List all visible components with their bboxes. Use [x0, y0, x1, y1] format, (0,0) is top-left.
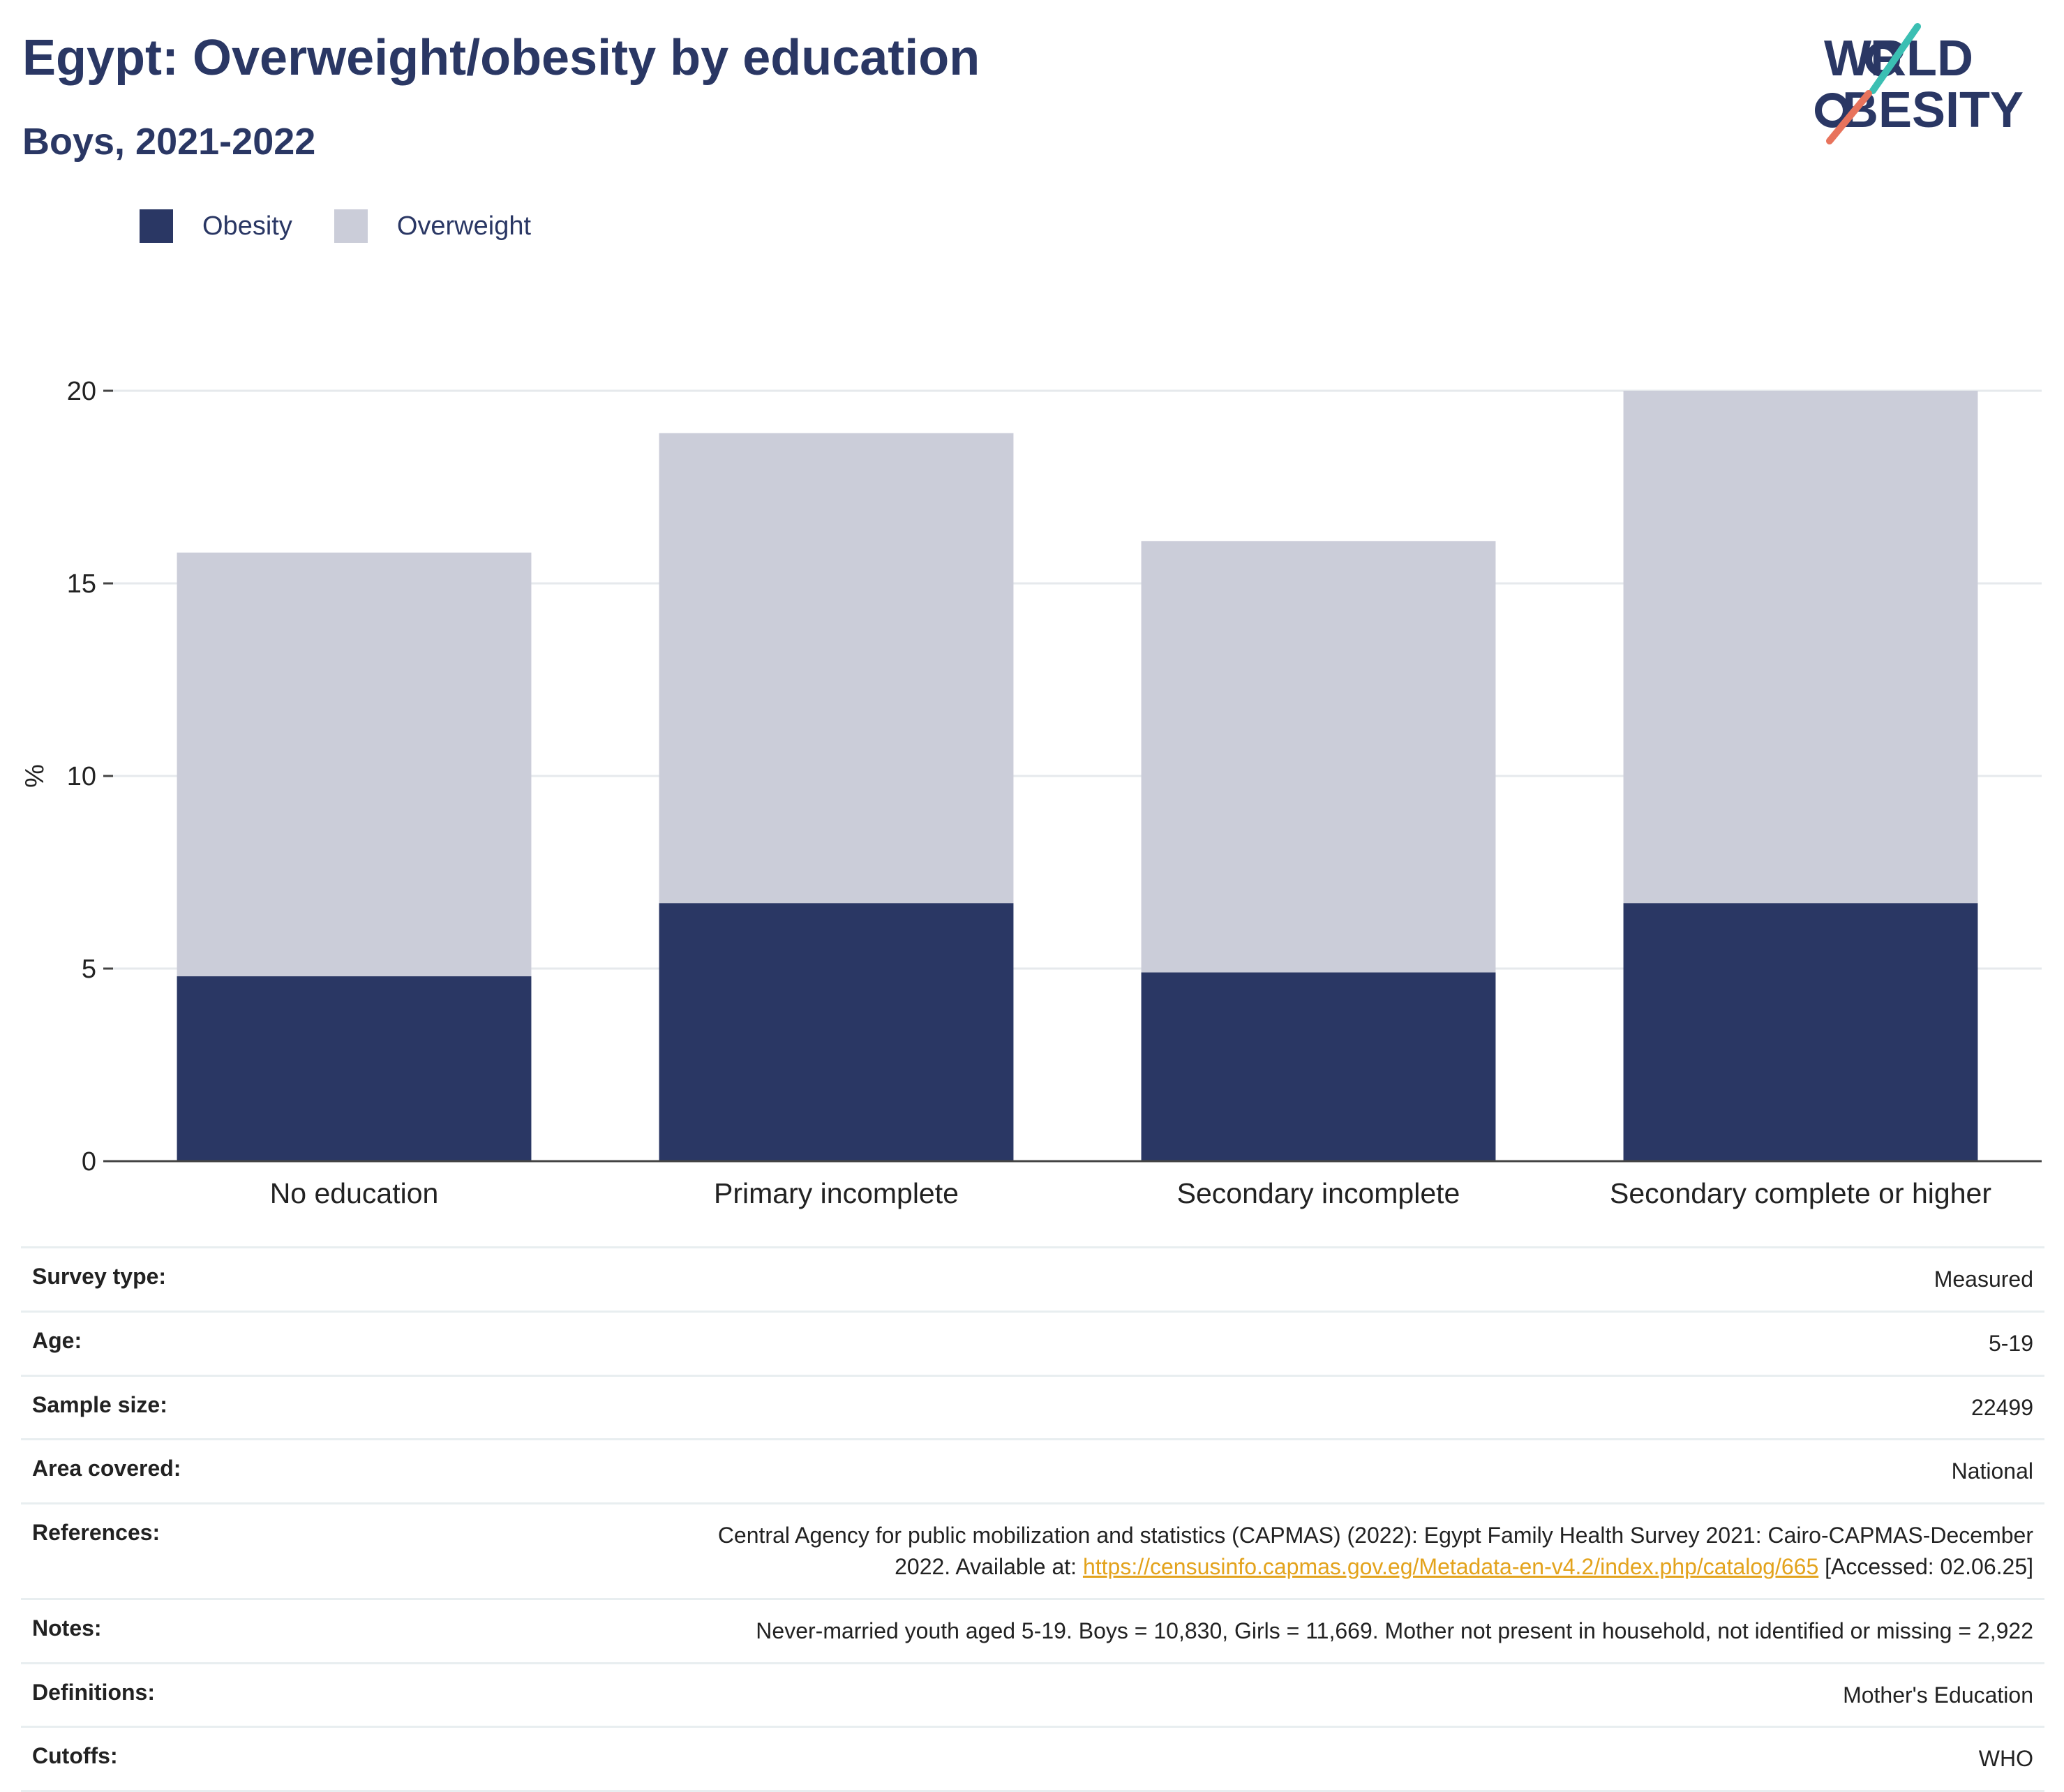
info-key: References: — [21, 1502, 406, 1599]
x-tick-label: No education — [270, 1177, 439, 1209]
info-row-notes: Notes: Never-married youth aged 5-19. Bo… — [21, 1597, 2044, 1664]
page-title: Egypt: Overweight/obesity by education — [22, 30, 980, 86]
info-row-definitions: Definitions: Mother's Education — [21, 1662, 2044, 1727]
page-subtitle: Boys, 2021-2022 — [22, 121, 316, 163]
stacked-bar-chart: 0 5 10 15 20% No education Primary incomplete S… — [20, 377, 2042, 1209]
x-tick-label: Secondary complete or higher — [1610, 1177, 1991, 1209]
legend-label-obesity: Obesity — [202, 211, 292, 241]
y-axis-label: % — [20, 764, 50, 788]
y-tick-label: 5 — [82, 955, 96, 984]
info-value-references: Central Agency for public mobilization a… — [406, 1502, 2044, 1599]
bar-overweight-1 — [177, 552, 532, 977]
bar-obesity-2 — [659, 903, 1014, 1161]
bar-overweight-3 — [1141, 541, 1496, 973]
x-tick-label: Primary incomplete — [714, 1177, 959, 1209]
bar-obesity-3 — [1141, 972, 1496, 1161]
info-value: Measured — [406, 1246, 2044, 1312]
info-key: Cutoffs: — [21, 1726, 406, 1792]
info-key: Notes: — [21, 1597, 406, 1664]
info-value: 22499 — [406, 1374, 2044, 1440]
legend-swatch-overweight — [334, 209, 368, 243]
bars — [177, 391, 1978, 1161]
info-row-references: References: Central Agency for public mo… — [21, 1502, 2044, 1599]
info-row-survey-type: Survey type: Measured — [21, 1246, 2044, 1312]
reference-accessed: [Accessed: 02.06.25] — [1818, 1553, 2033, 1579]
info-value: Never-married youth aged 5-19. Boys = 10… — [406, 1597, 2044, 1664]
info-key: Area covered: — [21, 1438, 406, 1504]
info-value: Mother's Education — [406, 1662, 2044, 1727]
info-row-cutoffs: Cutoffs: WHO — [21, 1726, 2044, 1792]
bar-obesity-4 — [1623, 903, 1978, 1161]
bar-overweight-4 — [1623, 391, 1978, 904]
info-row-sample-size: Sample size: 22499 — [21, 1374, 2044, 1440]
survey-info-table: Survey type: Measured Age: 5-19 Sample s… — [21, 1246, 2044, 1792]
reference-prefix: 2022. Available at: — [895, 1553, 1083, 1579]
info-row-area-covered: Area covered: National — [21, 1438, 2044, 1504]
svg-text:W: W — [1824, 31, 1871, 87]
x-tick-label: Secondary incomplete — [1177, 1177, 1460, 1209]
legend-swatch-obesity — [140, 209, 173, 243]
reference-text: Central Agency for public mobilization a… — [717, 1523, 2033, 1548]
chart-legend: Obesity Overweight — [140, 207, 573, 246]
world-obesity-logo: W RLD BESITY — [1815, 23, 2024, 144]
bar-obesity-1 — [177, 976, 532, 1161]
reference-link[interactable]: https://censusinfo.capmas.gov.eg/Metadat… — [1082, 1553, 1819, 1579]
legend-label-overweight: Overweight — [396, 211, 532, 241]
info-value: National — [406, 1438, 2044, 1504]
info-key: Sample size: — [21, 1374, 406, 1440]
info-row-age: Age: 5-19 — [21, 1310, 2044, 1376]
y-tick-label: 20 — [67, 377, 96, 406]
info-value: WHO — [406, 1726, 2044, 1792]
y-tick-label: 10 — [67, 762, 96, 791]
info-key: Age: — [21, 1310, 406, 1376]
info-value: 5-19 — [406, 1310, 2044, 1376]
y-tick-label: 15 — [67, 569, 96, 599]
info-key: Definitions: — [21, 1662, 406, 1727]
y-tick-label: 0 — [82, 1147, 96, 1177]
bar-overweight-2 — [659, 433, 1014, 904]
axes: 0 5 10 15 20% No education Primary incomplete S… — [20, 377, 2042, 1209]
info-key: Survey type: — [21, 1246, 406, 1312]
legend-item-overweight: Overweight — [334, 209, 531, 243]
legend-item-obesity: Obesity — [140, 209, 292, 243]
svg-text:RLD: RLD — [1870, 31, 1973, 87]
